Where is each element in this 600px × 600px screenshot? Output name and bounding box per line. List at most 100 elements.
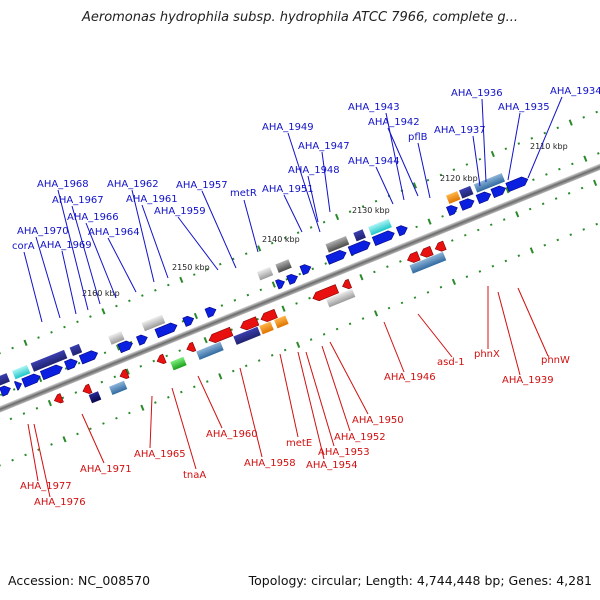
tick-mark (180, 390, 183, 394)
reverse-gene-arrow[interactable] (81, 383, 93, 395)
gene-label-fwd[interactable]: AHA_1966 (67, 212, 119, 223)
reverse-gene-arrow[interactable] (434, 240, 447, 253)
label-leader-lines (23, 96, 563, 498)
tick-mark (298, 272, 302, 276)
tick-mark (529, 247, 534, 254)
tick-mark (178, 349, 182, 352)
reverse-gene-arrow[interactable] (155, 353, 167, 365)
gene-label-fwd[interactable]: AHA_1935 (498, 102, 550, 113)
tick-mark (556, 238, 560, 242)
tick-mark (193, 385, 196, 389)
forward-gene-arrow[interactable] (459, 197, 475, 211)
reverse-gene-arrow[interactable] (341, 278, 353, 290)
leader-line (297, 351, 325, 460)
forward-gene-arrow[interactable] (325, 248, 348, 265)
gene-label-fwd[interactable]: AHA_1944 (348, 156, 400, 167)
gene-label-fwd[interactable]: AHA_1936 (451, 88, 503, 99)
reverse-gene-arrow[interactable] (239, 316, 260, 332)
gene-label-fwd[interactable]: pflB (408, 132, 428, 143)
forward-gene-arrow[interactable] (505, 175, 530, 193)
gene-label-fwd[interactable]: AHA_1948 (288, 165, 340, 176)
forward-gene-arrow[interactable] (475, 190, 492, 205)
gene-label-rev[interactable]: phnX (474, 349, 500, 360)
gene-label-rev[interactable]: AHA_1952 (334, 432, 386, 443)
forward-gene-arrow[interactable] (299, 263, 313, 276)
forward-gene-arrow[interactable] (446, 204, 459, 217)
forward-gene-arrow[interactable] (275, 278, 286, 290)
gene-label-rev[interactable]: AHA_1977 (20, 481, 72, 492)
forward-gene-arrow[interactable] (21, 372, 42, 388)
tick-mark (76, 432, 79, 436)
gene-label-fwd[interactable]: AHA_1959 (154, 206, 206, 217)
gene-label-fwd[interactable]: AHA_1943 (348, 102, 400, 113)
forward-gene-arrow[interactable] (347, 239, 372, 256)
reverse-gene-arrow[interactable] (207, 326, 234, 344)
gene-label-rev[interactable]: AHA_1971 (80, 464, 132, 475)
reverse-gene-arrow[interactable] (406, 251, 421, 265)
gene-label-rev[interactable]: AHA_1960 (206, 429, 258, 440)
gene-label-rev[interactable]: AHA_1965 (134, 449, 186, 460)
gene-label-fwd[interactable]: metR (230, 188, 257, 199)
gene-label-fwd[interactable]: AHA_1967 (52, 195, 104, 206)
reverse-gene-arrow[interactable] (419, 245, 434, 259)
forward-gene-arrow[interactable] (490, 184, 507, 199)
forward-gene-arrow[interactable] (286, 272, 300, 285)
gene-label-fwd[interactable]: corA (12, 241, 35, 252)
reverse-gene-arrow[interactable] (53, 393, 64, 405)
tick-mark (296, 341, 301, 348)
forward-gene-arrow[interactable] (395, 224, 409, 237)
feature-box (368, 218, 392, 236)
gene-label-fwd[interactable]: AHA_1968 (37, 179, 89, 190)
tick-mark (244, 252, 248, 255)
gene-label-rev[interactable]: asd-1 (437, 357, 465, 368)
tick-mark (556, 126, 560, 130)
tick-mark (101, 308, 106, 315)
forward-gene-arrow[interactable] (371, 229, 396, 246)
gene-label-fwd[interactable]: AHA_1937 (434, 125, 486, 136)
reverse-gene-arrow[interactable] (259, 308, 278, 323)
forward-gene-arrow[interactable] (39, 363, 64, 381)
forward-gene-arrow[interactable] (64, 357, 78, 371)
leader-line (383, 321, 405, 373)
gene-label-fwd[interactable]: AHA_1942 (368, 117, 420, 128)
leader-line (329, 341, 369, 415)
forward-gene-arrow[interactable] (0, 384, 12, 397)
gene-label-fwd[interactable]: AHA_1970 (17, 226, 69, 237)
gene-label-fwd[interactable]: AHA_1957 (176, 180, 228, 191)
forward-gene-arrow[interactable] (204, 305, 218, 318)
reverse-gene-arrow[interactable] (311, 284, 340, 303)
forward-gene-arrow[interactable] (135, 333, 149, 346)
gene-label-fwd[interactable]: AHA_1969 (40, 240, 92, 251)
tick-mark (348, 322, 352, 326)
gene-label-fwd[interactable]: AHA_1961 (126, 194, 178, 205)
kbp-tick-label: 2150 kbp (172, 263, 210, 272)
tick-mark (23, 339, 28, 346)
gene-label-rev[interactable]: AHA_1976 (34, 497, 86, 508)
gene-label-fwd[interactable]: AHA_1947 (298, 141, 350, 152)
gene-label-rev[interactable]: AHA_1954 (306, 460, 358, 471)
gene-label-fwd[interactable]: AHA_1962 (107, 179, 159, 190)
forward-gene-arrow[interactable] (182, 314, 196, 327)
gene-label-rev[interactable]: AHA_1939 (502, 375, 554, 386)
gene-label-rev[interactable]: AHA_1946 (384, 372, 436, 383)
gene-label-rev[interactable]: tnaA (183, 470, 206, 481)
tick-mark (139, 365, 143, 368)
forward-gene-arrow[interactable] (117, 339, 134, 354)
leader-line (177, 216, 219, 271)
gene-label-fwd[interactable]: AHA_1949 (262, 122, 314, 133)
gene-label-rev[interactable]: AHA_1958 (244, 458, 296, 469)
forward-gene-arrow[interactable] (154, 321, 179, 339)
gene-label-fwd[interactable]: AHA_1951 (262, 184, 314, 195)
gene-label-rev[interactable]: metE (286, 438, 312, 449)
leader-line (283, 194, 303, 233)
forward-gene-arrow[interactable] (78, 349, 99, 365)
reverse-gene-arrow[interactable] (118, 368, 130, 380)
kbp-tick-label: 2110 kbp (530, 142, 568, 151)
gene-label-rev[interactable]: AHA_1950 (352, 415, 404, 426)
forward-gene-arrow[interactable] (13, 380, 23, 391)
gene-label-rev[interactable]: AHA_1953 (318, 447, 370, 458)
gene-label-rev[interactable]: phnW (541, 355, 570, 366)
gene-label-fwd[interactable]: AHA_1934 (550, 86, 600, 97)
reverse-gene-arrow[interactable] (185, 341, 197, 353)
gene-label-fwd[interactable]: AHA_1964 (88, 227, 140, 238)
